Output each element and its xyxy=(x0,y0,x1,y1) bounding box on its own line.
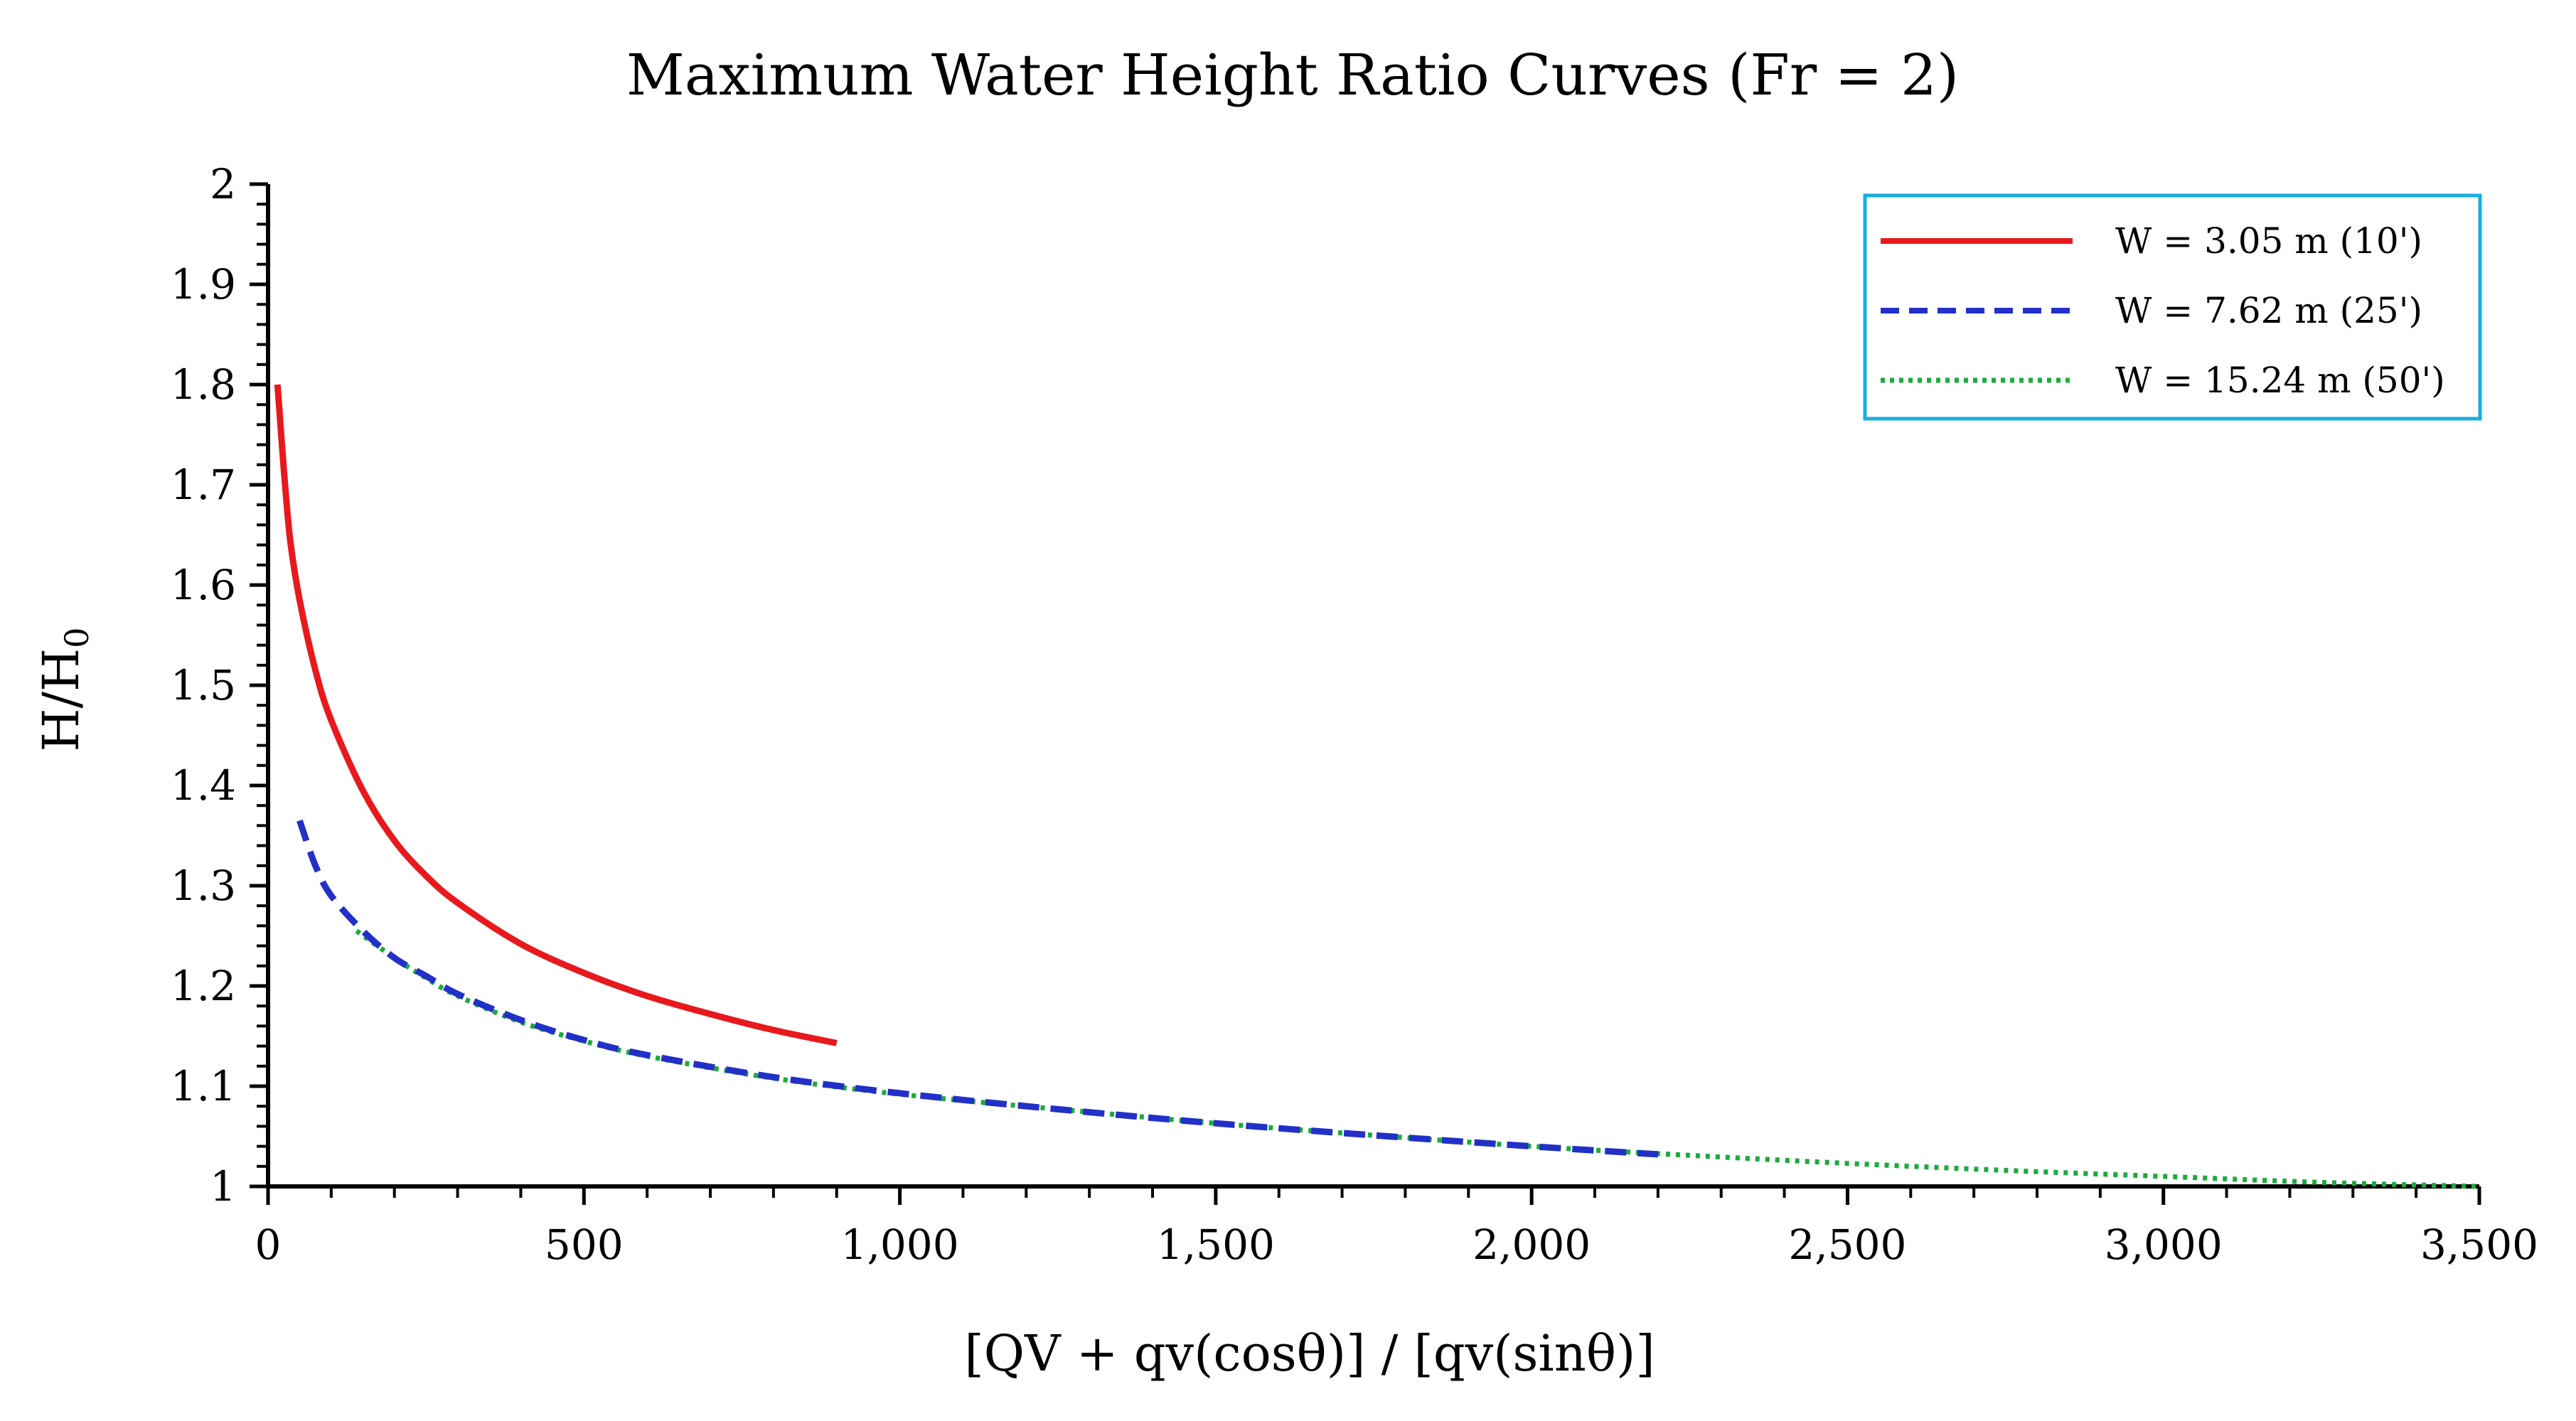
x-tick-label: 1,500 xyxy=(1157,1221,1275,1269)
x-tick-label: 0 xyxy=(255,1221,282,1269)
y-tick-label: 1.1 xyxy=(171,1062,236,1110)
series-line-1 xyxy=(274,384,838,1046)
y-tick-label: 1.9 xyxy=(171,260,236,309)
x-tick-label: 3,000 xyxy=(2105,1221,2223,1269)
y-tick-label: 1.2 xyxy=(171,962,236,1010)
y-axis-title: H/H0 xyxy=(32,628,96,752)
legend-label-1: W = 3.05 m (10') xyxy=(2115,220,2422,262)
series-group xyxy=(274,384,2480,1189)
x-axis-ticks: 0 500 1,000 1,500 2,000 2,500 3,000 3,500 xyxy=(255,1186,2538,1269)
x-tick-label: 2,000 xyxy=(1473,1221,1591,1269)
legend-label-2: W = 7.62 m (25') xyxy=(2115,290,2422,331)
series-line-2 xyxy=(296,819,1659,1158)
y-axis-ticks: 1 1.1 1.2 1.3 1.4 1.5 1.6 1.7 1.8 1.9 2 xyxy=(171,160,268,1211)
x-axis-title: [QV + qv(cosθ)] / [qv(sinθ)] xyxy=(964,1324,1655,1383)
x-tick-label: 1,000 xyxy=(841,1221,959,1269)
legend: W = 3.05 m (10') W = 7.62 m (25') W = 15.2… xyxy=(1863,193,2482,421)
y-tick-label: 1 xyxy=(210,1162,236,1211)
y-tick-label: 1.4 xyxy=(171,761,236,810)
x-tick-label: 2,500 xyxy=(1788,1221,1906,1269)
x-tick-label: 500 xyxy=(545,1221,624,1269)
y-axis-title-main: H/H xyxy=(32,648,90,752)
y-tick-label: 2 xyxy=(210,160,236,208)
y-tick-label: 1.7 xyxy=(171,461,236,509)
legend-label-3: W = 15.24 m (50') xyxy=(2115,360,2445,401)
y-tick-label: 1.5 xyxy=(171,661,236,709)
chart-title: Maximum Water Height Ratio Curves (Fr = … xyxy=(626,42,1959,108)
x-tick-label: 3,500 xyxy=(2420,1221,2538,1269)
y-tick-label: 1.3 xyxy=(171,862,236,910)
y-tick-label: 1.6 xyxy=(171,561,236,609)
y-tick-label: 1.8 xyxy=(171,360,236,409)
y-axis-title-subscript: 0 xyxy=(58,628,96,648)
